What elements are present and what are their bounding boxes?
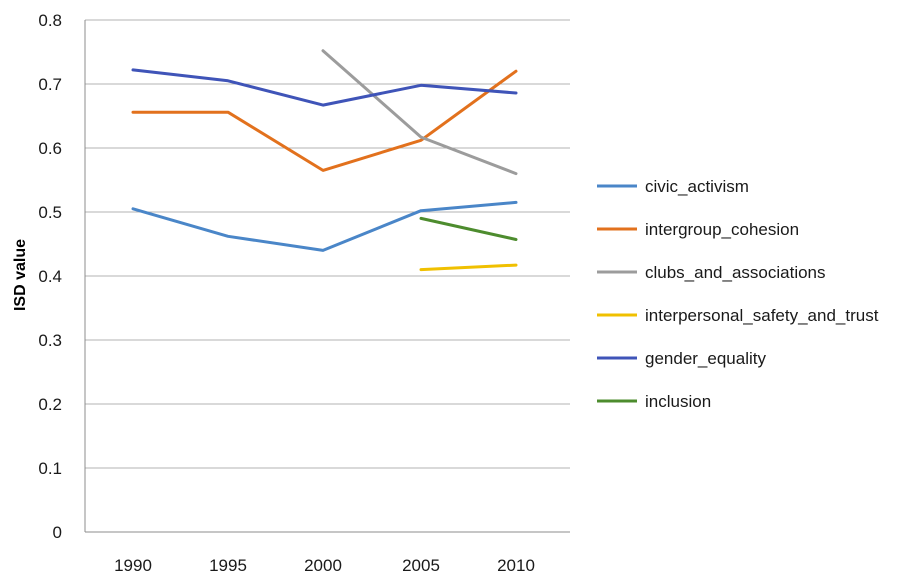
y-tick-label: 0.7 — [38, 75, 62, 94]
y-tick-labels: 0 0.1 0.2 0.3 0.4 0.5 0.6 0.7 0.8 — [38, 11, 62, 542]
series-line-inclusion — [419, 216, 518, 241]
y-tick-label: 0 — [53, 523, 62, 542]
x-tick-label: 1990 — [114, 556, 152, 575]
x-tick-label: 1995 — [209, 556, 247, 575]
y-tick-label: 0.5 — [38, 203, 62, 222]
gridlines — [85, 19, 570, 469]
x-tick-labels: 1990 1995 2000 2005 2010 — [114, 556, 535, 575]
series-lines — [131, 49, 518, 272]
series-line-clubs-and-associations — [321, 49, 518, 176]
y-tick-label: 0.8 — [38, 11, 62, 30]
legend: civic_activism intergroup_cohesion clubs_a… — [597, 177, 879, 411]
x-tick-label: 2010 — [497, 556, 535, 575]
legend-label: intergroup_cohesion — [645, 220, 799, 239]
y-tick-label: 0.1 — [38, 459, 62, 478]
y-tick-label: 0.4 — [38, 267, 62, 286]
x-tick-label: 2000 — [304, 556, 342, 575]
series-line-intergroup-cohesion — [131, 69, 518, 172]
axes — [84, 20, 570, 533]
series-line-gender-equality — [131, 68, 518, 107]
y-axis-title: ISD value — [12, 239, 29, 311]
series-line-civic-activism — [131, 200, 518, 252]
legend-label: inclusion — [645, 392, 711, 411]
series-line-interpersonal-safety-and-trust — [419, 263, 518, 272]
legend-label: clubs_and_associations — [645, 263, 826, 282]
y-tick-label: 0.2 — [38, 395, 62, 414]
y-tick-label: 0.6 — [38, 139, 62, 158]
x-tick-label: 2005 — [402, 556, 440, 575]
y-tick-label: 0.3 — [38, 331, 62, 350]
legend-label: civic_activism — [645, 177, 749, 196]
legend-label: interpersonal_safety_and_trust — [645, 306, 879, 325]
legend-label: gender_equality — [645, 349, 766, 368]
